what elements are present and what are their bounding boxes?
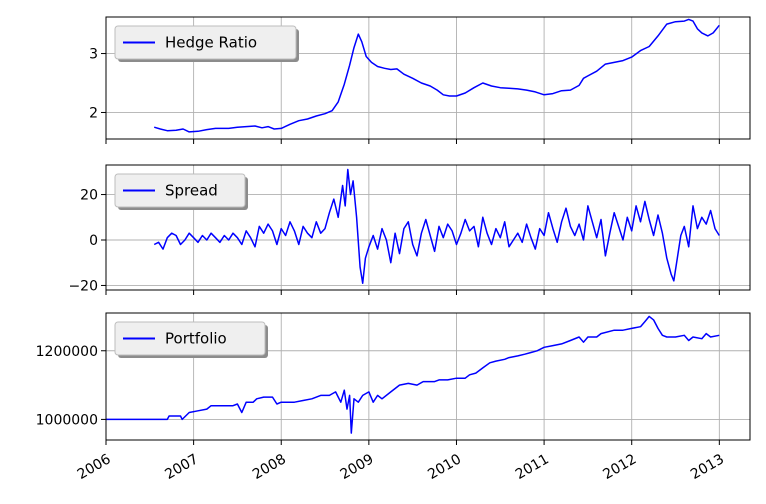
panel-portfolio: 1200000 1000000 2006 2007 2008 2009 2010 2011 20…	[36, 312, 751, 483]
y-tick-label: −20	[68, 278, 98, 294]
axes-frame	[105, 312, 751, 441]
watermark-text: @稀土掘金技术社区	[612, 483, 729, 499]
legend-label: Portfolio	[165, 330, 227, 348]
legend-label: Hedge Ratio	[165, 34, 257, 52]
axes-frame	[105, 164, 751, 291]
x-tick-label: 2011	[513, 451, 552, 483]
y-tick-label: 3	[89, 47, 98, 63]
x-tick-label: 2007	[162, 451, 201, 483]
legend-hedge-ratio: Hedge Ratio	[114, 25, 299, 62]
x-tick-label: 2009	[338, 451, 377, 483]
series-line-spread	[153, 168, 720, 284]
series-line-portfolio	[106, 315, 720, 434]
panel-spread: 20 0 −20 Spread	[68, 164, 751, 295]
x-tick-label: 2012	[600, 451, 639, 483]
y-tick-label: 1000000	[36, 412, 98, 428]
legend-portfolio: Portfolio	[114, 321, 268, 358]
panel-hedge-ratio: 2 3 Hedge Ratio	[89, 16, 751, 144]
y-tick-label: 0	[89, 233, 98, 249]
legend-spread: Spread	[114, 173, 248, 210]
legend-box	[114, 173, 246, 208]
y-tick-label: 20	[80, 188, 98, 204]
legend-label: Spread	[165, 182, 218, 200]
legend-box	[114, 321, 266, 356]
x-tick-label: 2008	[250, 451, 289, 483]
y-tick-label: 1200000	[36, 344, 98, 360]
x-tick-label: 2010	[425, 451, 464, 483]
y-tick-label: 2	[89, 105, 98, 121]
x-tick-label: 2006	[75, 451, 114, 483]
series-line-hedge-ratio	[153, 18, 720, 133]
x-tick-label: 2013	[688, 451, 727, 483]
axes-frame	[105, 16, 751, 140]
legend-box	[114, 25, 297, 60]
